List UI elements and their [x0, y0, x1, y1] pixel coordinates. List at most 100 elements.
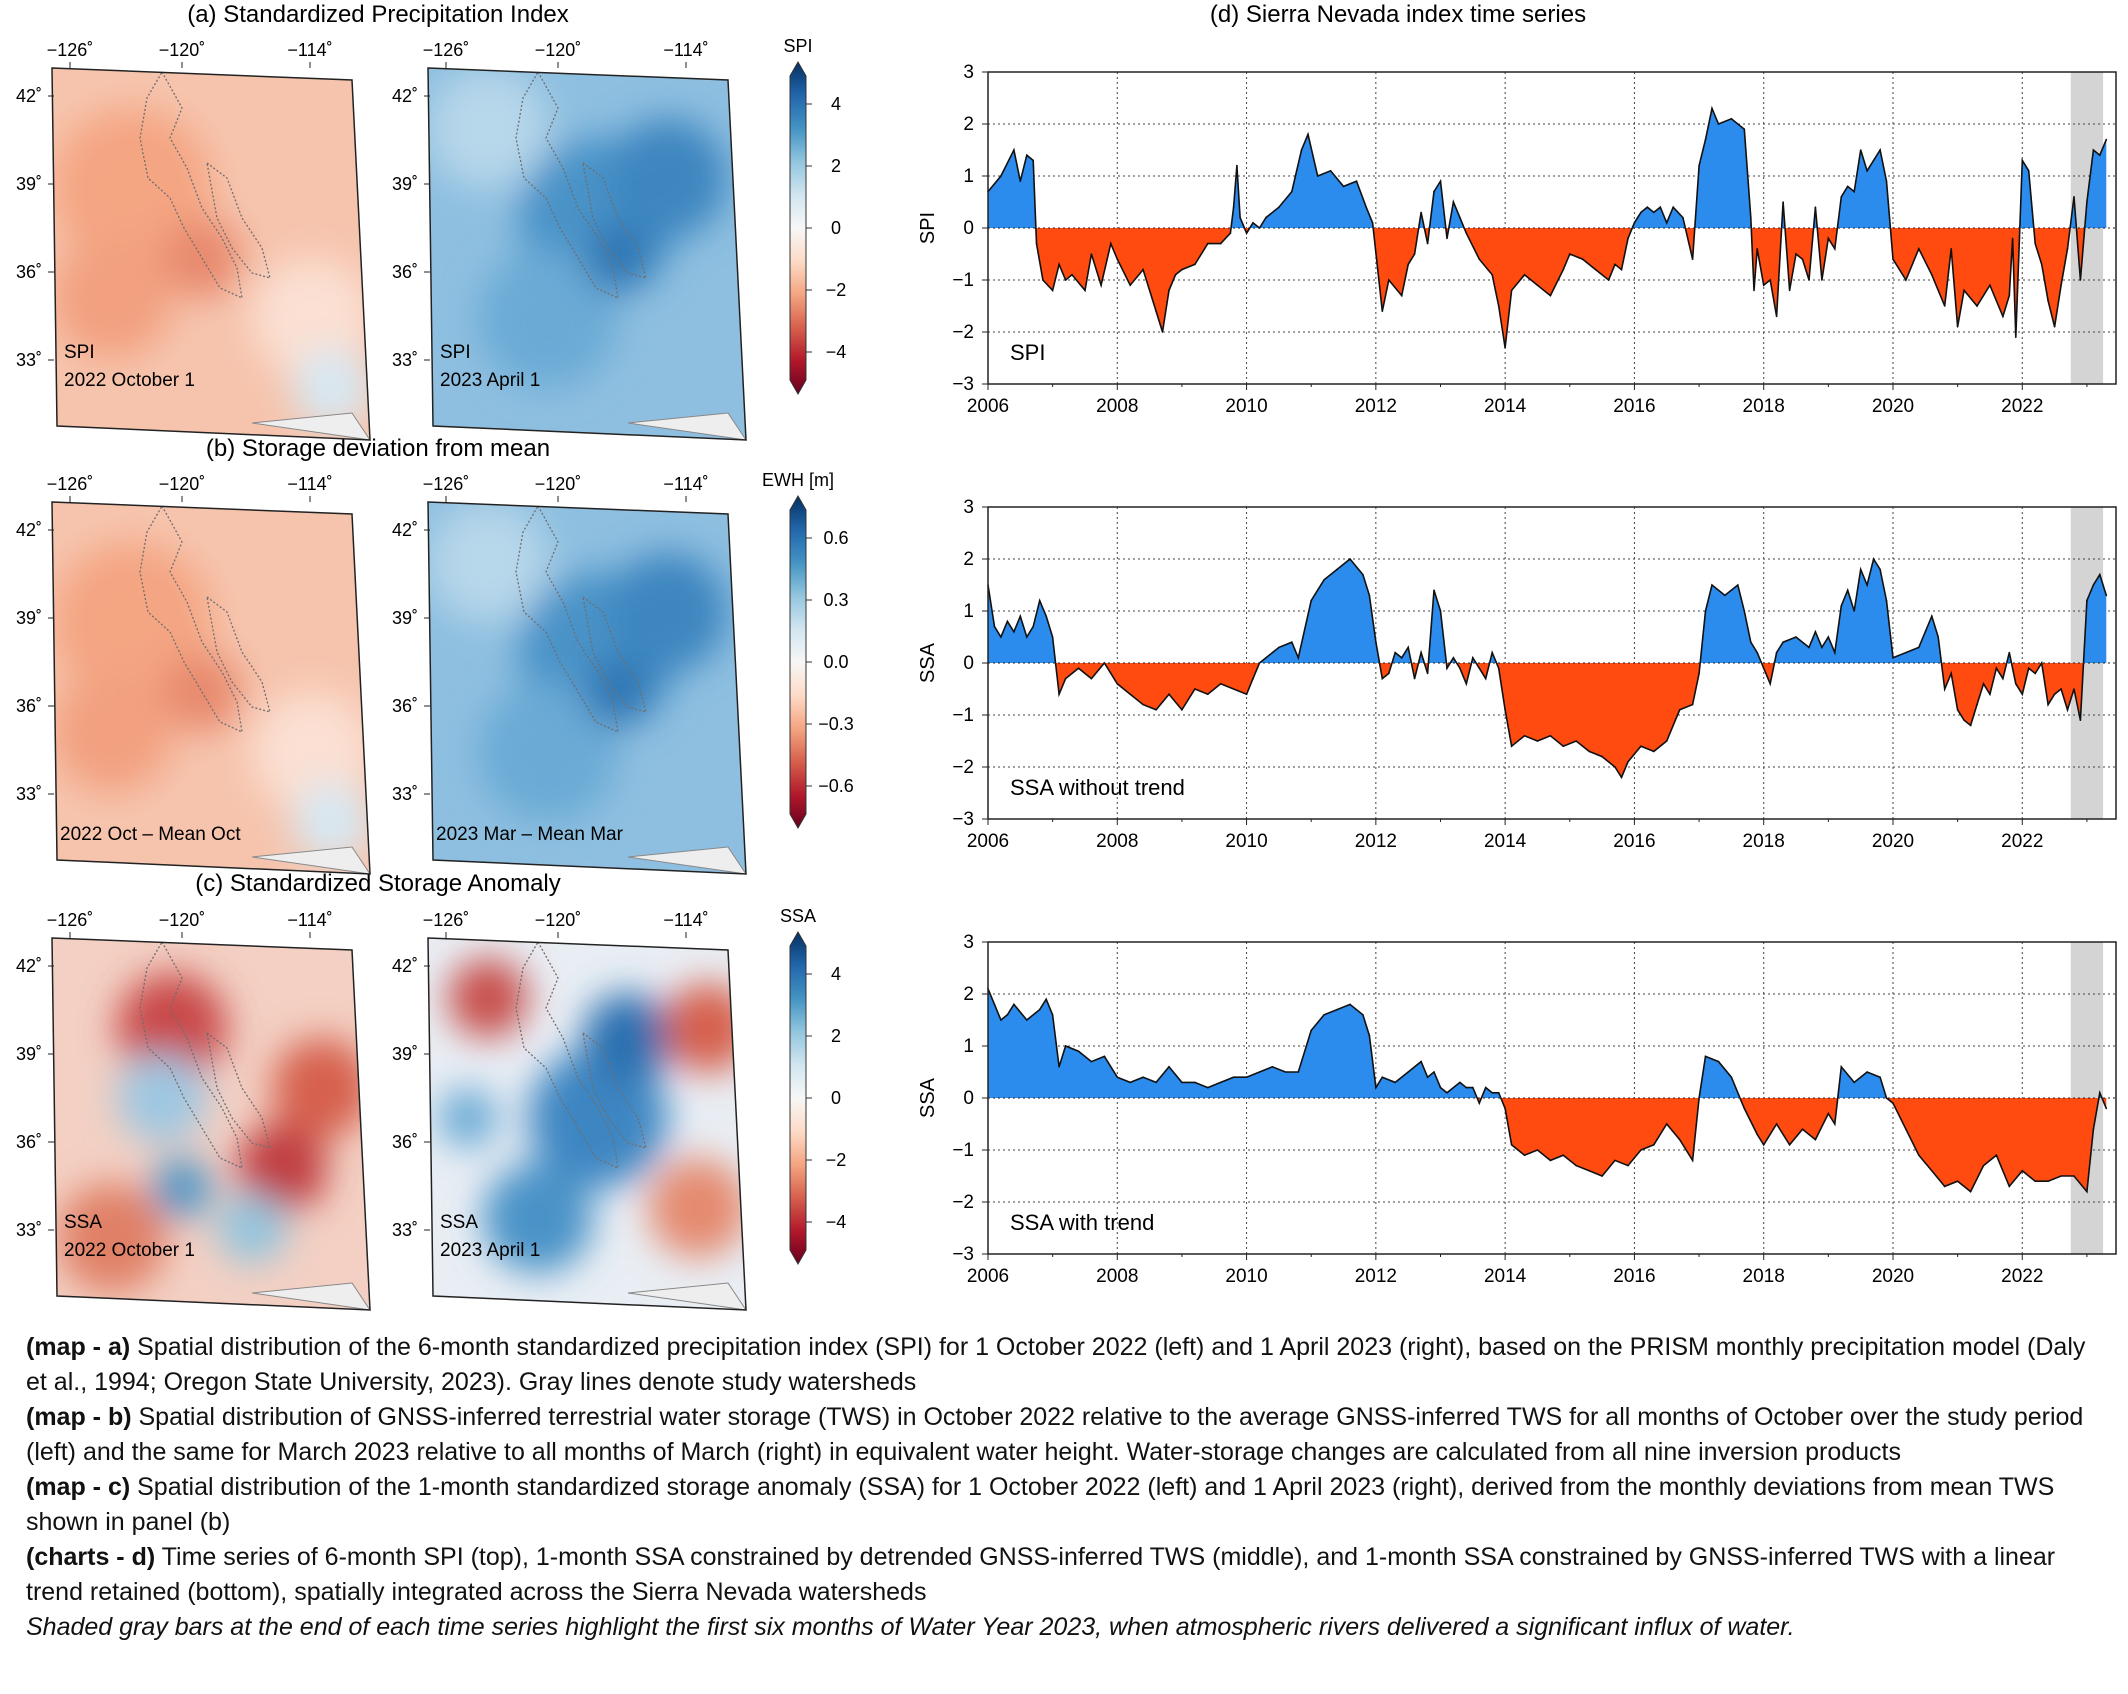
data-point	[1155, 1081, 1157, 1084]
data-point	[1950, 248, 1952, 250]
data-point	[1620, 268, 1623, 271]
map-c-right: −126˚ −120˚ −114˚ 42˚ 39˚ 36˚ 33˚ SSA 2023 April…	[392, 910, 748, 1311]
lon-tick-label: −120˚	[159, 40, 206, 60]
data-point	[1439, 610, 1442, 612]
data-point	[1433, 589, 1435, 591]
data-point	[2092, 149, 2095, 151]
data-point	[1058, 1066, 1060, 1068]
data-point	[1484, 677, 1487, 680]
data-point	[2073, 1175, 2075, 1177]
lat-tick-label: 39˚	[392, 608, 418, 628]
data-point	[1019, 180, 1022, 182]
data-point	[1433, 1071, 1435, 1073]
colorbar-tick-label: 0	[831, 218, 841, 238]
y-tick-label: 2	[963, 114, 974, 135]
area-positive	[988, 108, 2107, 228]
x-tick-label: 2020	[1872, 831, 1914, 852]
map-frame	[51, 501, 371, 875]
map-b-right: −126˚ −120˚ −114˚ 42˚ 39˚ 36˚ 33˚ 2023 Mar – Me…	[392, 474, 748, 875]
data-point	[1342, 185, 1345, 188]
caption-d-label: (charts - d)	[26, 1543, 156, 1571]
data-point	[1840, 1066, 1843, 1068]
caption-b-text: Spatial distribution of GNSS-inferred te…	[26, 1403, 2084, 1466]
y-tick-label: 1	[963, 1036, 974, 1057]
data-point	[1905, 1128, 1907, 1130]
data-point	[1155, 310, 1157, 312]
data-point	[1653, 211, 1655, 214]
data-point	[1219, 683, 1222, 685]
data-point	[2047, 300, 2049, 302]
data-point	[1614, 263, 1616, 266]
data-point	[1665, 222, 1668, 224]
data-point	[1362, 1014, 1364, 1016]
colorbar-tick-label: −0.6	[818, 776, 854, 796]
data-point	[1627, 237, 1629, 240]
colorbar-ramp	[789, 60, 807, 396]
data-point	[1129, 693, 1131, 695]
mexico-area	[627, 1282, 748, 1311]
map-frame	[427, 937, 747, 1311]
mexico-area	[251, 1282, 372, 1311]
data-point	[1239, 216, 1241, 219]
data-point	[1788, 289, 1791, 292]
data-point	[1116, 258, 1119, 260]
data-point	[1278, 206, 1280, 208]
data-point	[1446, 1092, 1448, 1094]
data-point	[1918, 646, 1920, 649]
chart-inner-label: SSA without trend	[1010, 775, 1185, 800]
data-point	[2040, 662, 2043, 664]
data-point	[1750, 641, 1752, 643]
data-point	[1762, 1144, 1765, 1146]
data-point	[1510, 289, 1513, 292]
data-point	[2034, 1180, 2036, 1182]
data-point	[1504, 1107, 1506, 1110]
data-point	[1827, 1112, 1830, 1115]
data-point	[1698, 672, 1700, 675]
caption-b-label: (map - b)	[26, 1403, 132, 1431]
lon-tick-label: −126˚	[423, 40, 470, 60]
data-point	[1821, 279, 1823, 281]
caption-d-text: Time series of 6-month SPI (top), 1-mont…	[26, 1543, 2056, 1606]
data-point	[1704, 1055, 1707, 1058]
data-point	[1245, 232, 1248, 234]
data-point	[1459, 216, 1461, 219]
data-point	[1575, 1164, 1577, 1167]
data-point	[1653, 750, 1655, 753]
data-point	[1375, 641, 1377, 643]
data-point	[1161, 331, 1164, 333]
caption-a: (map - a) Spatial distribution of the 6-…	[26, 1330, 2106, 1400]
data-point	[1569, 253, 1571, 255]
x-tick-label: 2022	[2001, 396, 2043, 417]
data-point	[1232, 688, 1235, 690]
map-frame	[51, 937, 371, 1311]
data-point	[2008, 1185, 2011, 1188]
data-point	[1659, 206, 1662, 208]
data-point	[1452, 657, 1455, 659]
lat-tick-label: 42˚	[392, 520, 418, 540]
data-point	[1943, 305, 1946, 307]
data-point	[1329, 170, 1332, 172]
data-point	[1207, 693, 1209, 695]
data-point	[1252, 677, 1254, 680]
data-point	[1814, 1138, 1817, 1141]
data-point	[993, 1003, 996, 1006]
y-axis-label: SSA	[917, 1077, 939, 1118]
data-point	[1413, 253, 1416, 255]
data-point	[1549, 294, 1552, 297]
data-point	[1084, 289, 1086, 292]
data-point	[1504, 346, 1506, 349]
data-point	[1866, 170, 1868, 172]
data-point	[1562, 268, 1565, 271]
map-label-line1: SSA	[64, 1212, 102, 1233]
data-point	[2060, 284, 2062, 286]
data-point	[1976, 703, 1978, 706]
data-point	[2060, 688, 2062, 690]
data-point	[1110, 242, 1112, 245]
data-point	[1827, 636, 1830, 638]
area-positive	[988, 559, 2107, 663]
data-point	[1730, 118, 1733, 120]
data-point	[1365, 206, 1367, 208]
caption-a-label: (map - a)	[26, 1333, 131, 1361]
colorbar-tick-label: −2	[826, 280, 847, 300]
